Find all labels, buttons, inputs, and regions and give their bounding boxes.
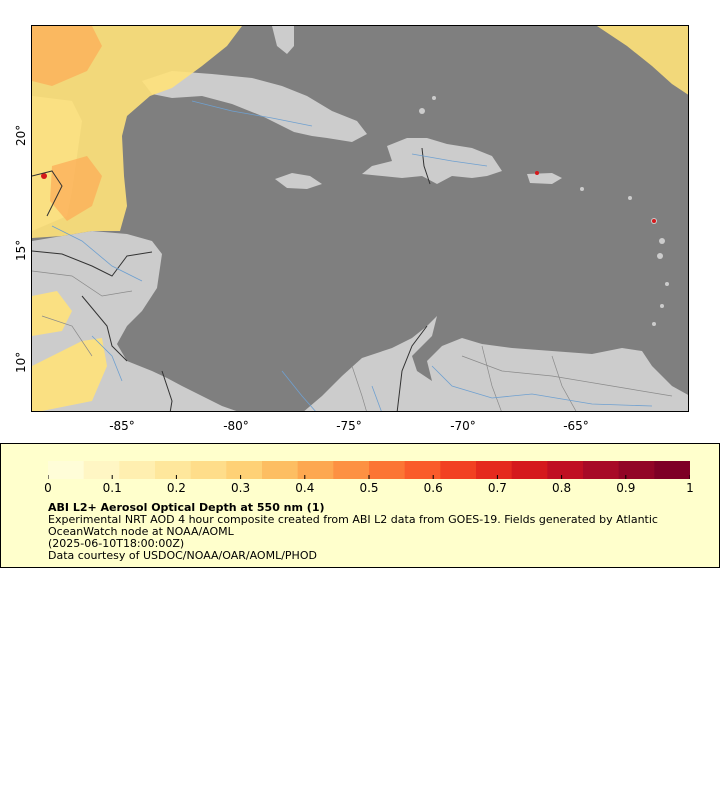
colorbar-swatch	[262, 461, 299, 479]
x-tick-label: -65°	[563, 419, 589, 433]
internal-border	[32, 270, 133, 297]
river	[51, 225, 143, 282]
internal-border	[551, 355, 577, 411]
legend-credit: Data courtesy of USDOC/NOAA/OAR/AOML/PHO…	[48, 549, 317, 562]
y-tick-label: 10°	[14, 351, 28, 373]
colorbar-swatch	[155, 461, 192, 479]
colorbar-swatch	[297, 461, 334, 479]
legend-description: Experimental NRT AOD 4 hour composite cr…	[48, 513, 658, 538]
land-island	[660, 304, 664, 308]
aod-patch-honduras-south	[32, 338, 107, 411]
internal-border	[41, 315, 93, 357]
land-island	[652, 322, 656, 326]
colorbar-tick-label: 0	[44, 481, 52, 495]
border-line	[32, 170, 63, 217]
aod-patch-nicaragua	[32, 291, 72, 336]
legend-timestamp: (2025-06-10T18:00:00Z)	[48, 537, 185, 550]
colorbar-swatch	[369, 461, 406, 479]
internal-borders	[32, 270, 673, 411]
colorbar-tick-label: 1	[686, 481, 694, 495]
aod-patch-atlantic	[597, 26, 688, 95]
colorbar-tick-label: 0.1	[102, 481, 122, 495]
river	[91, 335, 123, 382]
country-borders	[32, 147, 431, 411]
land-jamaica	[275, 173, 322, 189]
internal-border	[481, 345, 502, 411]
colorbar-swatch	[119, 461, 156, 479]
legend-panel: 0 0.1 0.2 0.3 0.4 0.5 0.6 0.7 0.8 0.9 1 ABI L2+ Ae…	[0, 443, 720, 568]
colorbar-tick-label: 0.3	[231, 481, 251, 495]
colorbar-swatch	[48, 461, 85, 479]
border-line	[396, 325, 428, 411]
land-island	[659, 238, 665, 244]
colorbar-tick-label: 0.2	[166, 481, 186, 495]
internal-border	[461, 355, 673, 397]
aod-spot-high	[535, 171, 539, 175]
colorbar-swatch	[618, 461, 655, 479]
colorbar-tick-label: 0.9	[616, 481, 636, 495]
land-island	[432, 96, 436, 100]
aod-patch-mexico-mid2	[50, 156, 102, 221]
aod-spot-high	[652, 219, 656, 223]
land-island	[657, 253, 663, 259]
aod-spot-high	[41, 173, 47, 179]
land-puerto-rico	[527, 173, 562, 184]
river	[411, 153, 488, 167]
colorbar-tick-label: 0.6	[423, 481, 443, 495]
colorbar-swatch	[190, 461, 227, 479]
internal-border	[351, 365, 367, 411]
legend-title: ABI L2+ Aerosol Optical Depth at 550 nm …	[48, 501, 325, 514]
x-tick-label: -80°	[223, 419, 249, 433]
colorbar-swatch	[333, 461, 370, 479]
colorbar-swatch	[83, 461, 120, 479]
colorbar	[48, 461, 690, 479]
y-tick-label: 15°	[14, 239, 28, 261]
map-canvas	[32, 26, 688, 411]
aod-patch-mexico-mid	[32, 26, 102, 86]
colorbar-swatch	[226, 461, 263, 479]
river	[371, 385, 382, 411]
river	[281, 370, 316, 411]
colorbar-swatch	[511, 461, 548, 479]
colorbar-swatch	[583, 461, 620, 479]
colorbar-swatch	[404, 461, 441, 479]
land-hispaniola	[362, 138, 502, 184]
map-frame	[31, 25, 689, 412]
border-line	[421, 147, 431, 185]
land-island	[665, 282, 669, 286]
y-tick-label: 20°	[14, 124, 28, 146]
colorbar-tick-label: 0.7	[487, 481, 507, 495]
colorbar-tick-label: 0.4	[295, 481, 315, 495]
rivers	[51, 100, 653, 411]
x-tick-label: -70°	[450, 419, 476, 433]
colorbar-tick-label: 0.5	[359, 481, 379, 495]
river	[191, 100, 313, 127]
land-florida	[272, 26, 294, 54]
border-line	[161, 370, 173, 411]
x-tick-label: -85°	[109, 419, 135, 433]
border-line	[81, 295, 128, 362]
colorbar-swatch	[654, 461, 690, 479]
colorbar-swatch	[440, 461, 477, 479]
river	[431, 365, 653, 407]
colorbar-swatch	[476, 461, 513, 479]
colorbar-tick-label: 0.8	[552, 481, 572, 495]
border-line	[32, 250, 153, 277]
land-island	[628, 196, 632, 200]
colorbar-swatch	[547, 461, 584, 479]
land-cuba	[142, 71, 367, 142]
aod-overlay	[32, 26, 688, 411]
land-island	[419, 108, 425, 114]
x-tick-label: -75°	[336, 419, 362, 433]
land-island	[580, 187, 584, 191]
